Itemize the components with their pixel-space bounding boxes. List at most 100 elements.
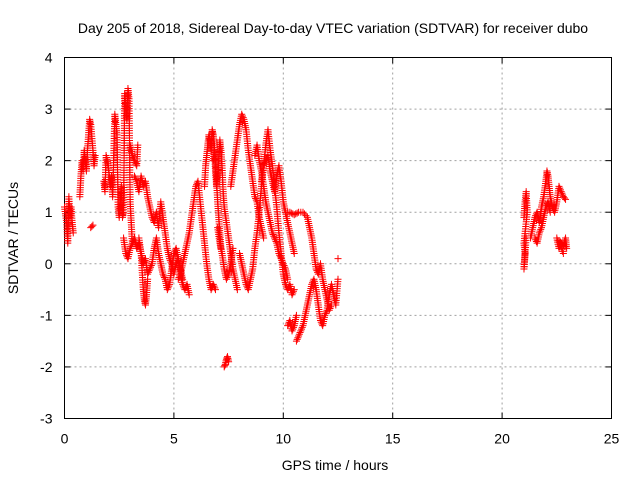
- data-point: [272, 237, 280, 245]
- data-point: [276, 253, 284, 261]
- data-point: [555, 182, 563, 190]
- data-point: [281, 263, 289, 271]
- data-point: [535, 229, 543, 237]
- data-point: [164, 284, 172, 292]
- x-tick-label: 20: [494, 431, 510, 447]
- data-point: [174, 275, 182, 283]
- data-point: [270, 232, 278, 240]
- data-point: [292, 311, 300, 319]
- data-point: [299, 208, 307, 216]
- data-point: [296, 329, 304, 337]
- data-point: [91, 151, 99, 159]
- y-tick-label: 0: [45, 256, 53, 272]
- data-point: [279, 260, 287, 268]
- data-point: [163, 286, 171, 294]
- data-point: [239, 114, 247, 122]
- data-point: [145, 267, 153, 275]
- data-point: [221, 362, 229, 370]
- data-point: [88, 222, 96, 230]
- data-point: [286, 208, 294, 216]
- data-point: [223, 274, 231, 282]
- data-point: [560, 194, 568, 202]
- data-point: [290, 286, 298, 294]
- data-point: [275, 249, 283, 257]
- data-point: [558, 189, 566, 197]
- data-point: [546, 208, 554, 216]
- data-point: [233, 286, 241, 294]
- data-point: [556, 184, 564, 192]
- axis-ticks: 0 5 10 15 20 25 -3 -2 -1 0 1 2 3 4: [40, 50, 619, 447]
- data-point: [211, 284, 219, 292]
- data-point: [280, 262, 288, 270]
- data-point: [126, 244, 134, 252]
- y-tick-label: -2: [40, 359, 53, 375]
- data-point: [295, 332, 303, 340]
- x-tick-label: 10: [276, 431, 292, 447]
- data-point: [176, 272, 184, 280]
- data-point: [322, 308, 330, 316]
- data-point: [290, 287, 298, 295]
- data-point: [89, 221, 97, 229]
- data-point: [132, 160, 140, 168]
- data-point: [209, 280, 217, 288]
- data-point: [288, 291, 296, 299]
- data-point: [271, 236, 279, 244]
- data-point: [537, 225, 545, 233]
- x-tick-label: 0: [61, 431, 69, 447]
- data-point: [334, 275, 342, 283]
- data-point: [293, 209, 301, 217]
- data-point: [147, 262, 155, 270]
- data-point: [277, 255, 285, 263]
- data-point: [321, 311, 329, 319]
- y-tick-label: 4: [45, 50, 53, 66]
- data-point: [210, 282, 218, 290]
- data-point: [225, 358, 233, 366]
- data-point: [166, 255, 174, 263]
- data-point: [297, 327, 305, 335]
- data-point: [175, 274, 183, 282]
- y-tick-label: 3: [45, 101, 53, 117]
- data-point: [224, 272, 232, 280]
- data-point: [251, 193, 259, 201]
- data-point: [322, 310, 330, 318]
- data-point: [260, 234, 268, 242]
- data-point: [563, 244, 571, 252]
- x-tick-label: 5: [170, 431, 178, 447]
- data-point: [289, 289, 297, 297]
- data-point: [559, 191, 567, 199]
- y-axis-label: SDTVAR / TECUs: [5, 182, 21, 294]
- data-point: [334, 255, 342, 263]
- data-point: [222, 275, 230, 283]
- data-point: [292, 210, 300, 218]
- data-point: [129, 153, 137, 161]
- data-point: [289, 325, 297, 333]
- data-point: [300, 210, 308, 218]
- data-point: [295, 330, 303, 338]
- data-point: [562, 195, 570, 203]
- data-point: [211, 286, 219, 294]
- data-point: [144, 268, 152, 276]
- y-tick-label: -1: [40, 307, 53, 323]
- data-point: [290, 249, 298, 257]
- data-point: [271, 234, 279, 242]
- y-tick-label: -3: [40, 411, 53, 427]
- data-point: [293, 335, 301, 343]
- data-point: [238, 110, 246, 118]
- data-point: [284, 275, 292, 283]
- data-point: [290, 323, 298, 331]
- data-point: [302, 212, 310, 220]
- data-point: [298, 323, 306, 331]
- data-point: [132, 176, 140, 184]
- data-point: [229, 244, 237, 252]
- data-point: [165, 282, 173, 290]
- x-axis-label: GPS time / hours: [282, 457, 389, 473]
- data-point: [128, 241, 136, 249]
- data-point: [298, 325, 306, 333]
- data-point: [238, 112, 246, 120]
- data-point: [144, 270, 152, 278]
- data-points: [61, 84, 571, 371]
- data-point: [557, 188, 565, 196]
- data-point: [134, 141, 142, 149]
- data-point: [160, 272, 168, 280]
